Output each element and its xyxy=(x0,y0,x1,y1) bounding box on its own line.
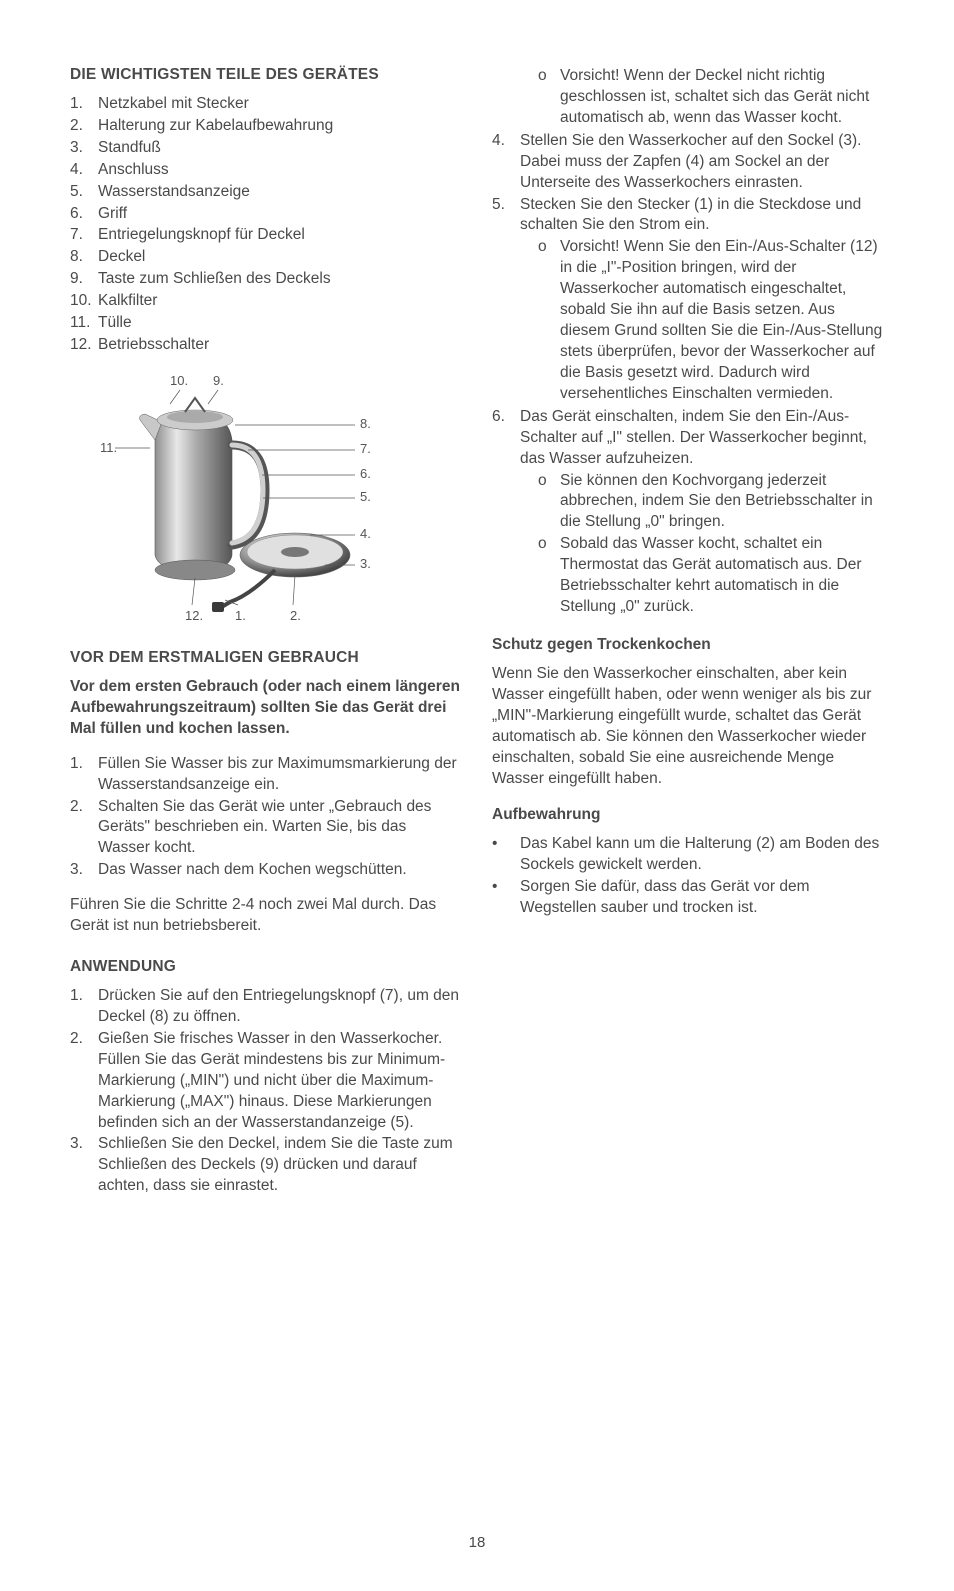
first-use-step: 3.Das Wasser nach dem Kochen wegschütten… xyxy=(70,860,462,881)
use-steps-right: Vorsicht! Wenn der Deckel nicht richtig … xyxy=(492,65,884,619)
diagram-label-11: 11. xyxy=(100,440,117,455)
storage-list: Das Kabel kann um die Halterung (2) am B… xyxy=(492,834,884,919)
use-steps-left: 1.Drücken Sie auf den Entriegelungsknopf… xyxy=(70,986,462,1197)
use-step: 3.Schließen Sie den Deckel, indem Sie di… xyxy=(70,1134,462,1197)
page-number: 18 xyxy=(0,1533,954,1553)
use-substep: Sie können den Kochvorgang jederzeit abb… xyxy=(520,471,884,534)
parts-item: 4.Anschluss xyxy=(70,160,462,181)
first-use-note: Führen Sie die Schritte 2-4 noch zwei Ma… xyxy=(70,895,462,937)
parts-item: 12.Betriebsschalter xyxy=(70,335,462,356)
parts-item: 3.Standfuß xyxy=(70,138,462,159)
diagram-label-8: 8. xyxy=(360,416,371,431)
use-step-cont: Vorsicht! Wenn der Deckel nicht richtig … xyxy=(492,65,884,130)
dry-protection-text: Wenn Sie den Wasserkocher einschalten, a… xyxy=(492,664,884,790)
diagram-label-4: 4. xyxy=(360,526,371,541)
use-step: 4.Stellen Sie den Wasserkocher auf den S… xyxy=(492,131,884,194)
kettle-diagram: 10. 9. 8. 7. 6. 5. 4. 3. 11. 12. 1. 2. xyxy=(100,370,380,630)
parts-item: 10.Kalkfilter xyxy=(70,291,462,312)
parts-item: 7.Entriegelungsknopf für Deckel xyxy=(70,225,462,246)
diagram-label-3: 3. xyxy=(360,556,371,571)
parts-item: 9.Taste zum Schließen des Deckels xyxy=(70,269,462,290)
storage-item: Das Kabel kann um die Halterung (2) am B… xyxy=(492,834,884,876)
diagram-label-6: 6. xyxy=(360,466,371,481)
diagram-label-9: 9. xyxy=(213,373,224,388)
left-column: DIE WICHTIGSTEN TEILE DES GERÄTES 1.Netz… xyxy=(70,65,462,1211)
diagram-label-12: 12. xyxy=(185,608,203,623)
use-substep: Vorsicht! Wenn Sie den Ein-/Aus-Schalter… xyxy=(520,237,884,404)
parts-item: 8.Deckel xyxy=(70,247,462,268)
use-substep: Sobald das Wasser kocht, schaltet ein Th… xyxy=(520,534,884,618)
diagram-label-2: 2. xyxy=(290,608,301,623)
right-column: Vorsicht! Wenn der Deckel nicht richtig … xyxy=(492,65,884,1211)
first-use-step: 2.Schalten Sie das Gerät wie unter „Gebr… xyxy=(70,797,462,860)
heading-parts: DIE WICHTIGSTEN TEILE DES GERÄTES xyxy=(70,65,462,86)
use-substep: Vorsicht! Wenn der Deckel nicht richtig … xyxy=(520,66,884,129)
parts-item: 6.Griff xyxy=(70,204,462,225)
diagram-label-5: 5. xyxy=(360,489,371,504)
use-step: 6.Das Gerät einschalten, indem Sie den E… xyxy=(492,407,884,619)
use-step: 1.Drücken Sie auf den Entriegelungsknopf… xyxy=(70,986,462,1028)
first-use-steps: 1.Füllen Sie Wasser bis zur Maximumsmark… xyxy=(70,754,462,882)
use-step: 2.Gießen Sie frisches Wasser in den Wass… xyxy=(70,1029,462,1134)
heading-dry-protection: Schutz gegen Trockenkochen xyxy=(492,635,884,656)
use-step: 5.Stecken Sie den Stecker (1) in die Ste… xyxy=(492,195,884,406)
parts-item: 1.Netzkabel mit Stecker xyxy=(70,94,462,115)
diagram-label-1: 1. xyxy=(235,608,246,623)
first-use-intro: Vor dem ersten Gebrauch (oder nach einem… xyxy=(70,677,462,740)
parts-item: 2.Halterung zur Kabelaufbewahrung xyxy=(70,116,462,137)
heading-first-use: VOR DEM ERSTMALIGEN GEBRAUCH xyxy=(70,648,462,669)
storage-item: Sorgen Sie dafür, dass das Gerät vor dem… xyxy=(492,877,884,919)
parts-list: 1.Netzkabel mit Stecker2.Halterung zur K… xyxy=(70,94,462,356)
heading-storage: Aufbewahrung xyxy=(492,805,884,826)
page-columns: DIE WICHTIGSTEN TEILE DES GERÄTES 1.Netz… xyxy=(70,65,884,1211)
diagram-label-10: 10. xyxy=(170,373,188,388)
first-use-step: 1.Füllen Sie Wasser bis zur Maximumsmark… xyxy=(70,754,462,796)
diagram-label-7: 7. xyxy=(360,441,371,456)
parts-item: 5.Wasserstandsanzeige xyxy=(70,182,462,203)
heading-use: ANWENDUNG xyxy=(70,957,462,978)
parts-item: 11.Tülle xyxy=(70,313,462,334)
